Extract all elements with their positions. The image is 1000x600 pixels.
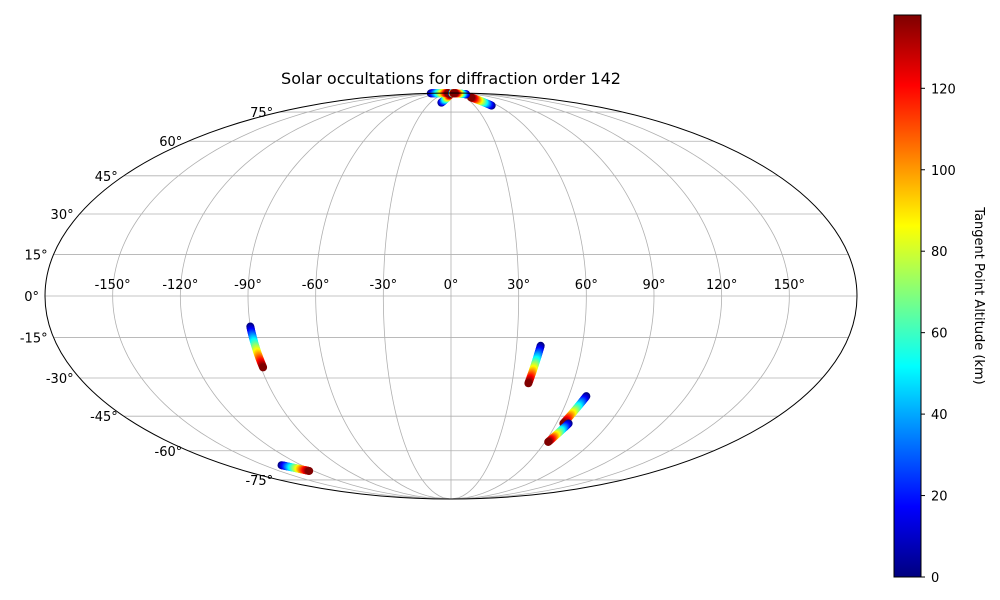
occultation-track <box>544 419 573 446</box>
map-area: -150° -120° -90° -60° -30° 0° 30° 60° 90° 120° 150… <box>20 89 858 500</box>
longitude-tick-labels: -150° -120° -90° -60° -30° 0° 30° 60° 90° 120° 150… <box>95 278 805 293</box>
longitude-tick-label: -60° <box>302 278 330 293</box>
chart-title: Solar occultations for diffraction order… <box>281 69 621 88</box>
latitude-tick-label: 15° <box>25 248 48 263</box>
latitude-tick-label: 45° <box>95 170 118 185</box>
longitude-tick-label: -30° <box>369 278 397 293</box>
track-point <box>305 466 314 475</box>
latitude-tick-labels: 75° 60° 45° 30° 15° 0° -15° -30° -45° -60° -75° <box>20 106 273 489</box>
latitude-tick-label: 60° <box>159 135 182 150</box>
colorbar-tick-label: 40 <box>931 408 948 423</box>
colorbar-tick-label: 100 <box>931 164 956 179</box>
track-point <box>524 379 533 388</box>
occultation-track <box>467 93 496 110</box>
occultation-tracks <box>246 89 591 475</box>
latitude-tick-label: -60° <box>155 445 183 460</box>
latitude-tick-label: 75° <box>250 106 273 121</box>
map-outline <box>44 92 858 500</box>
longitude-tick-label: 90° <box>642 278 665 293</box>
longitude-tick-label: 150° <box>774 278 805 293</box>
colorbar-label: Tangent Point Altitude (km) <box>971 206 986 384</box>
longitude-tick-label: -120° <box>162 278 198 293</box>
longitude-tick-label: 120° <box>706 278 737 293</box>
occultation-track <box>246 322 268 372</box>
longitude-tick-label: 30° <box>507 278 530 293</box>
longitude-tick-label: -90° <box>234 278 262 293</box>
track-point <box>544 437 553 446</box>
latitude-tick-label: -75° <box>245 474 273 489</box>
latitude-tick-label: 0° <box>24 290 39 305</box>
colorbar-tick-label: 0 <box>931 571 939 586</box>
occultation-track <box>559 392 591 428</box>
longitude-tick-label: 0° <box>444 278 459 293</box>
colorbar-tick-label: 80 <box>931 245 948 260</box>
latitude-tick-label: -15° <box>20 332 48 347</box>
longitude-tick-label: 60° <box>575 278 598 293</box>
colorbar-tick-label: 20 <box>931 490 948 505</box>
colorbar: 0 20 40 60 80 100 120 Tangent Point Altitude (… <box>893 14 986 586</box>
latitude-tick-label: -45° <box>90 410 118 425</box>
colorbar-gradient <box>893 14 922 578</box>
latitude-tick-label: -30° <box>46 372 74 387</box>
occultation-track <box>524 341 545 388</box>
occultation-track <box>426 89 453 98</box>
occultation-track <box>277 461 314 475</box>
graticule <box>45 93 857 499</box>
track-point <box>259 363 268 372</box>
colorbar-tick-label: 60 <box>931 327 948 342</box>
longitude-tick-label: -150° <box>95 278 131 293</box>
latitude-tick-label: 30° <box>51 208 74 223</box>
colorbar-ticks: 0 20 40 60 80 100 120 <box>921 82 956 586</box>
colorbar-tick-label: 120 <box>931 82 956 97</box>
